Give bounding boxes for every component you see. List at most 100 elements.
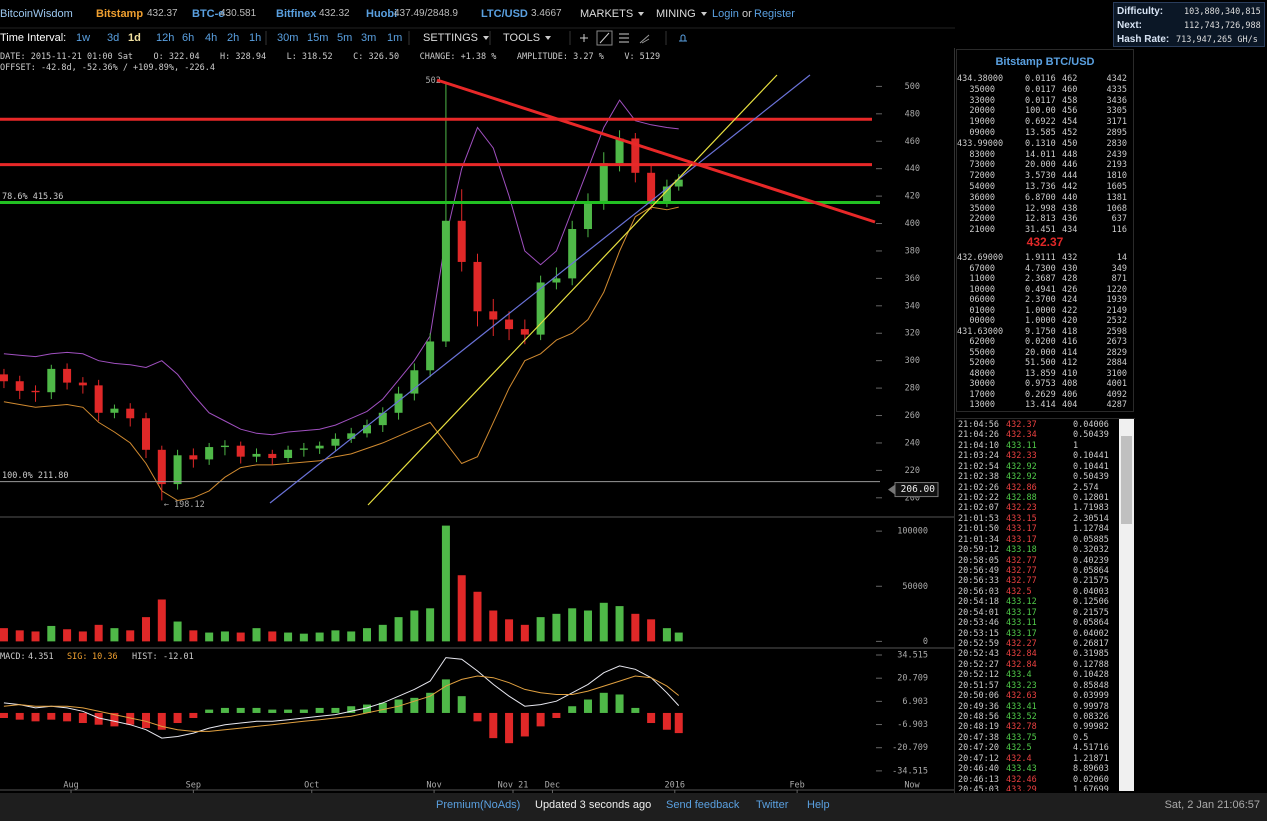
- interval[interactable]: 12h: [156, 32, 175, 44]
- book-price: 436: [1062, 214, 1078, 225]
- x-tick-label: Aug: [63, 781, 78, 791]
- menu-arrow[interactable]: [700, 12, 707, 17]
- macd-legend: -12.01: [163, 652, 194, 662]
- scrollbar-thumb[interactable]: [1121, 436, 1132, 524]
- trade-price: 432.46: [1006, 774, 1037, 785]
- book-price: 458: [1062, 95, 1078, 106]
- ticker-price[interactable]: 437.49/2848.9: [394, 8, 458, 19]
- candle-body: [520, 329, 529, 335]
- macd-hist-bar: [505, 712, 514, 744]
- interval[interactable]: 2h: [227, 32, 240, 44]
- ticker-name[interactable]: LTC/USD: [481, 8, 528, 20]
- trade-time: 21:01:50: [958, 524, 999, 535]
- volume-bar: [110, 628, 119, 642]
- footer-help[interactable]: Help: [807, 799, 830, 811]
- menu[interactable]: MINING: [656, 8, 707, 20]
- book-amount: 100.00: [1025, 106, 1056, 117]
- footer-premium[interactable]: Premium(NoAds): [436, 799, 521, 811]
- trade-amount: 2.574: [1073, 482, 1099, 493]
- menu-arrow[interactable]: [483, 36, 490, 41]
- macd-hist-bar: [299, 709, 308, 713]
- trade-time: 20:47:12: [958, 753, 999, 764]
- icon-cross[interactable]: [580, 34, 588, 42]
- trade-time: 21:02:38: [958, 472, 999, 483]
- footer-feedback[interactable]: Send feedback: [666, 799, 740, 811]
- trade-price: 432.78: [1006, 722, 1037, 733]
- brand[interactable]: BitcoinWisdom: [0, 8, 73, 20]
- ticker-name[interactable]: Bitstamp: [96, 8, 144, 20]
- ticker-name[interactable]: Bitfinex: [276, 8, 317, 20]
- icon-line[interactable]: [599, 32, 610, 44]
- macd-hist-bar: [157, 712, 166, 730]
- trade-price: 433.4: [1006, 670, 1032, 681]
- interval[interactable]: 1h: [249, 32, 262, 44]
- candle-body: [63, 368, 72, 383]
- ticker-price[interactable]: 3.4667: [531, 8, 562, 19]
- icon-frame[interactable]: [596, 30, 613, 46]
- book-price: 422: [1062, 305, 1078, 316]
- interval[interactable]: 5m: [337, 32, 353, 44]
- menu[interactable]: MARKETS: [580, 8, 645, 20]
- ticker-name[interactable]: BTC-e: [192, 8, 225, 20]
- trade-amount: 1.12784: [1073, 524, 1109, 535]
- volume-bar: [347, 631, 356, 642]
- volume-bar: [568, 608, 577, 642]
- ticker-name[interactable]: Huobi: [366, 8, 398, 20]
- network-value: 112,743,726,988: [1184, 21, 1261, 31]
- icon-pen[interactable]: [639, 34, 650, 44]
- interval[interactable]: 30m: [277, 32, 299, 44]
- trade-time: 20:50:06: [958, 691, 999, 702]
- footer-twitter[interactable]: Twitter: [756, 799, 789, 811]
- book-total: 1381: [1106, 192, 1127, 203]
- y-tick-label: 360: [905, 274, 920, 284]
- icon-alert[interactable]: [679, 34, 687, 42]
- login-link[interactable]: Login: [712, 8, 739, 20]
- book-price-fraction: 67000: [969, 263, 995, 274]
- macd-hist-bar: [15, 712, 24, 720]
- volume-bar: [220, 631, 229, 642]
- trade-price: 432.86: [1006, 482, 1037, 493]
- volume-bar: [674, 632, 683, 642]
- book-price-fraction: 52000: [969, 358, 995, 368]
- network-label: Hash Rate:: [1117, 34, 1170, 45]
- interval[interactable]: 1d: [128, 32, 141, 44]
- book-total: 4001: [1106, 379, 1127, 389]
- interval[interactable]: 6h: [182, 32, 195, 44]
- volume-bar: [47, 625, 56, 642]
- book-price: 446: [1062, 160, 1078, 171]
- interval[interactable]: 15m: [307, 32, 329, 44]
- menu-arrow[interactable]: [545, 36, 552, 41]
- interval[interactable]: 3d: [107, 32, 120, 44]
- x-tick-label: 2016: [665, 781, 685, 791]
- book-price-fraction: 09000: [969, 128, 995, 138]
- scrollbar[interactable]: [1119, 419, 1134, 791]
- book-price-fraction: 30000: [969, 379, 995, 389]
- register-link[interactable]: Register: [754, 8, 795, 20]
- trade-price: 432.77: [1006, 576, 1037, 587]
- tools-menu[interactable]: TOOLS: [503, 32, 552, 44]
- interval[interactable]: 1w: [76, 32, 91, 44]
- menu-arrow[interactable]: [638, 12, 645, 17]
- ticker-price[interactable]: 432.32: [319, 8, 350, 19]
- ticker-price[interactable]: 430.581: [220, 8, 257, 19]
- interval[interactable]: 3m: [361, 32, 377, 44]
- macd-hist-bar: [473, 712, 482, 722]
- interval[interactable]: 4h: [205, 32, 218, 44]
- macd-hist-bar: [410, 697, 419, 713]
- trade-amount: 0.10428: [1073, 670, 1109, 681]
- icon-lines[interactable]: [619, 33, 629, 43]
- interval[interactable]: 1m: [387, 32, 403, 44]
- ticker-price[interactable]: 432.37: [147, 8, 178, 19]
- settings-menu[interactable]: SETTINGS: [423, 32, 490, 44]
- trade-amount: 0.10441: [1073, 461, 1109, 472]
- y-tick-label: 500: [905, 82, 920, 92]
- trade-amount: 0.05864: [1073, 618, 1109, 629]
- candle-body: [552, 278, 561, 283]
- candle-body: [489, 311, 498, 320]
- orderbook: Bitstamp BTC/USD 434.38000 0.0116 462 4342 35…: [956, 49, 1134, 412]
- book-total: 1939: [1106, 295, 1127, 305]
- book-price: 438: [1062, 203, 1078, 214]
- toolbar-icons[interactable]: [265, 30, 687, 46]
- book-price: 418: [1062, 326, 1078, 337]
- book-amount: 0.0117: [1025, 84, 1056, 95]
